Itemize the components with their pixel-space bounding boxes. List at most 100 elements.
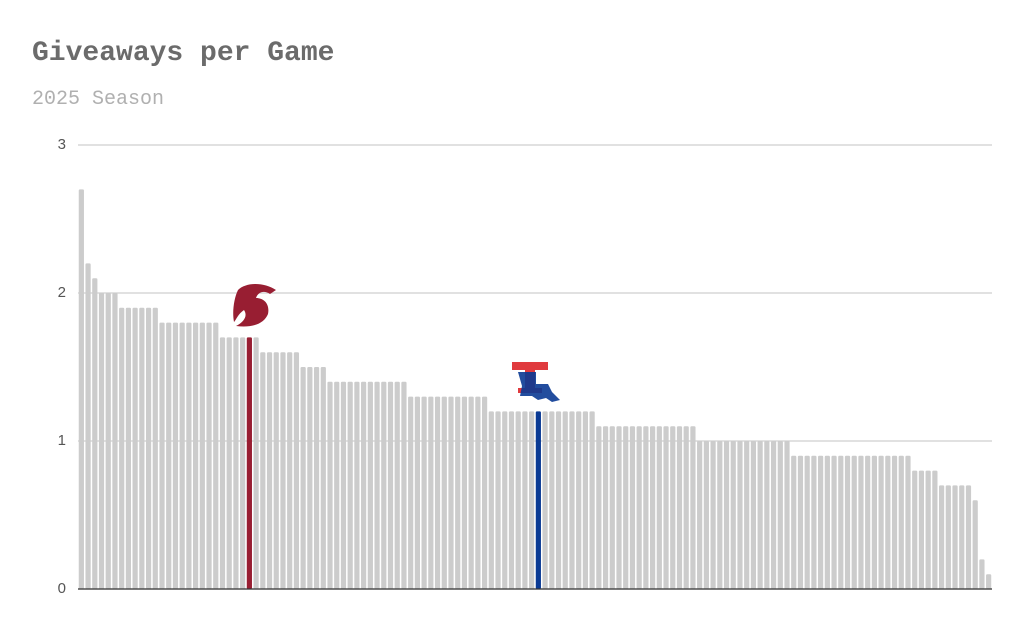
- bar: [125, 307, 132, 589]
- bar: [811, 455, 817, 589]
- bar: [838, 455, 844, 589]
- bar: [912, 470, 918, 589]
- bar: [340, 381, 347, 589]
- bar: [938, 485, 945, 589]
- bar: [213, 322, 219, 589]
- bar: [986, 574, 992, 589]
- bar: [226, 337, 232, 589]
- bar: [145, 307, 152, 589]
- bar: [78, 189, 84, 589]
- bar: [576, 411, 582, 589]
- bar: [730, 441, 736, 589]
- bar: [434, 396, 441, 589]
- bar: [475, 396, 481, 589]
- bar: [596, 426, 602, 589]
- bar: [206, 322, 212, 589]
- bar: [401, 381, 407, 589]
- bar: [764, 441, 770, 589]
- bar: [797, 455, 804, 589]
- bar: [535, 411, 541, 589]
- bar: [414, 396, 420, 589]
- bar: [891, 455, 898, 589]
- bar: [320, 367, 326, 589]
- bar: [280, 352, 286, 589]
- y-tick-label: 2: [58, 284, 66, 301]
- bar: [670, 426, 676, 589]
- bar: [481, 396, 488, 589]
- bar: [132, 307, 138, 589]
- bar: [488, 411, 494, 589]
- bar: [421, 396, 427, 589]
- bar: [750, 441, 757, 589]
- bar: [959, 485, 965, 589]
- bar: [529, 411, 535, 589]
- bar: [152, 307, 158, 589]
- bar: [629, 426, 636, 589]
- bar: [159, 322, 165, 589]
- bar: [885, 455, 891, 589]
- bar: [508, 411, 515, 589]
- bar: [374, 381, 380, 589]
- bar: [898, 455, 904, 589]
- bar: [448, 396, 454, 589]
- bar: [804, 455, 810, 589]
- bar: [905, 455, 911, 589]
- bar: [287, 352, 293, 589]
- bar: [313, 367, 320, 589]
- bar: [683, 426, 689, 589]
- chart-subtitle: 2025 Season: [32, 88, 164, 111]
- bar: [495, 411, 501, 589]
- bar: [858, 455, 864, 589]
- bar: [515, 411, 521, 589]
- bar: [408, 396, 414, 589]
- bar: [260, 352, 266, 589]
- y-tick-label: 1: [58, 432, 66, 449]
- bar: [824, 455, 830, 589]
- bar: [710, 441, 716, 589]
- bar: [367, 381, 373, 589]
- bar: [831, 455, 837, 589]
- bar: [394, 381, 400, 589]
- bar: [717, 441, 723, 589]
- bar: [307, 367, 313, 589]
- bar: [361, 381, 367, 589]
- bar: [98, 293, 105, 589]
- bar: [609, 426, 615, 589]
- bar: [650, 426, 656, 589]
- bar: [865, 455, 871, 589]
- bar: [105, 293, 111, 589]
- bar: [347, 381, 353, 589]
- bar: [555, 411, 562, 589]
- bar: [461, 396, 468, 589]
- bar: [589, 411, 595, 589]
- bar: [623, 426, 629, 589]
- bar: [240, 337, 246, 589]
- bar: [777, 441, 783, 589]
- bar: [770, 441, 777, 589]
- bar: [972, 500, 978, 589]
- bar: [253, 337, 259, 589]
- bar: [186, 322, 192, 589]
- bar: [636, 426, 642, 589]
- bar: [851, 455, 857, 589]
- bar: [918, 470, 925, 589]
- latech-logo: [512, 362, 560, 402]
- bar: [569, 411, 575, 589]
- bar: [381, 381, 387, 589]
- bar: [643, 426, 649, 589]
- bar: [92, 278, 98, 589]
- bar: [932, 470, 938, 589]
- bar: [952, 485, 958, 589]
- bar: [112, 293, 118, 589]
- bar: [233, 337, 239, 589]
- bar: [468, 396, 474, 589]
- bar: [602, 426, 609, 589]
- bar: [455, 396, 461, 589]
- bar: [878, 455, 884, 589]
- bar: [266, 352, 273, 589]
- bar: [737, 441, 743, 589]
- bar: [676, 426, 683, 589]
- bar: [663, 426, 669, 589]
- bar: [562, 411, 568, 589]
